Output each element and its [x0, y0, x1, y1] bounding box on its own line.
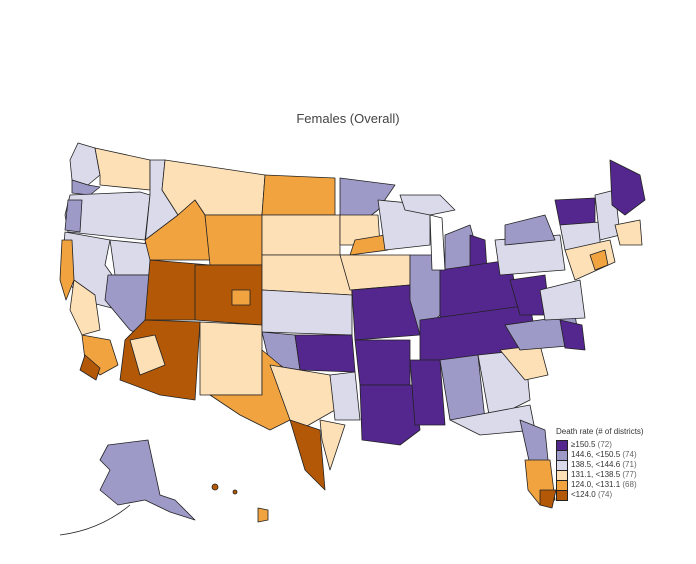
region-texas-central [269, 364, 336, 431]
region-hawaii-big [257, 507, 269, 523]
region-ny-north [554, 197, 596, 226]
region-texas-coast [319, 419, 346, 471]
legend-swatch-5 [557, 481, 567, 491]
legend-title: Death rate (# of districts) [556, 427, 644, 436]
region-miami [539, 489, 557, 509]
region-la [79, 354, 101, 381]
legend-item-1: ≥150.5 (72) [571, 440, 612, 449]
region-texas-east [329, 371, 361, 421]
legend-item-4: 131.1, <138.5 (77) [571, 470, 637, 479]
region-michigan-up [399, 194, 456, 216]
region-alabama [439, 354, 486, 421]
legend-item-2: 144.6, <150.5 (74) [571, 450, 637, 459]
legend-item-5: 124.0, <131.1 (68) [571, 480, 637, 489]
region-maine [609, 159, 646, 216]
region-virginia [539, 279, 586, 321]
region-arizona-north [129, 334, 166, 376]
region-nyc [589, 249, 609, 271]
region-nebraska [261, 254, 353, 296]
region-north-dakota [261, 174, 336, 216]
region-washington-east [94, 147, 151, 191]
region-california-central [69, 279, 101, 336]
region-kansas [261, 289, 353, 336]
legend-swatch-1 [557, 441, 567, 451]
legend-swatch-2 [557, 451, 567, 461]
region-wyoming [204, 214, 263, 266]
region-colorado-springs [231, 289, 251, 306]
region-oklahoma [294, 334, 356, 373]
region-hawaii-1 [211, 483, 219, 491]
region-colorado [194, 264, 263, 326]
region-iowa [339, 254, 411, 291]
legend: Death rate (# of districts) ≥150.5 (72) … [556, 427, 644, 501]
region-ny-west [504, 214, 556, 246]
lake-michigan [429, 214, 446, 271]
region-louisiana [359, 384, 421, 446]
legend-swatch-4 [557, 471, 567, 481]
region-florida [519, 419, 549, 466]
region-texas-south [289, 419, 326, 491]
region-montana [161, 159, 266, 216]
legend-item-6: <124.0 (74) [571, 490, 613, 499]
region-arkansas [354, 339, 411, 386]
region-northeast-corridor [564, 239, 616, 281]
region-oregon-west [64, 199, 83, 233]
legend-item-3: 138.5, <144.6 (71) [571, 460, 637, 469]
map-title: Females (Overall) [296, 111, 400, 126]
region-boston [614, 219, 643, 246]
region-south-dakota [261, 214, 341, 256]
region-puget [71, 179, 101, 196]
region-california-coast [59, 239, 75, 301]
region-mississippi [409, 359, 446, 426]
legend-swatches [556, 440, 568, 501]
region-new-mexico [199, 321, 263, 396]
region-alaska [99, 439, 196, 521]
legend-swatch-6 [557, 491, 567, 500]
legend-swatch-3 [557, 461, 567, 471]
region-hawaii-2 [232, 489, 238, 495]
region-aleutians [59, 504, 131, 536]
region-nc-coast [559, 319, 586, 351]
